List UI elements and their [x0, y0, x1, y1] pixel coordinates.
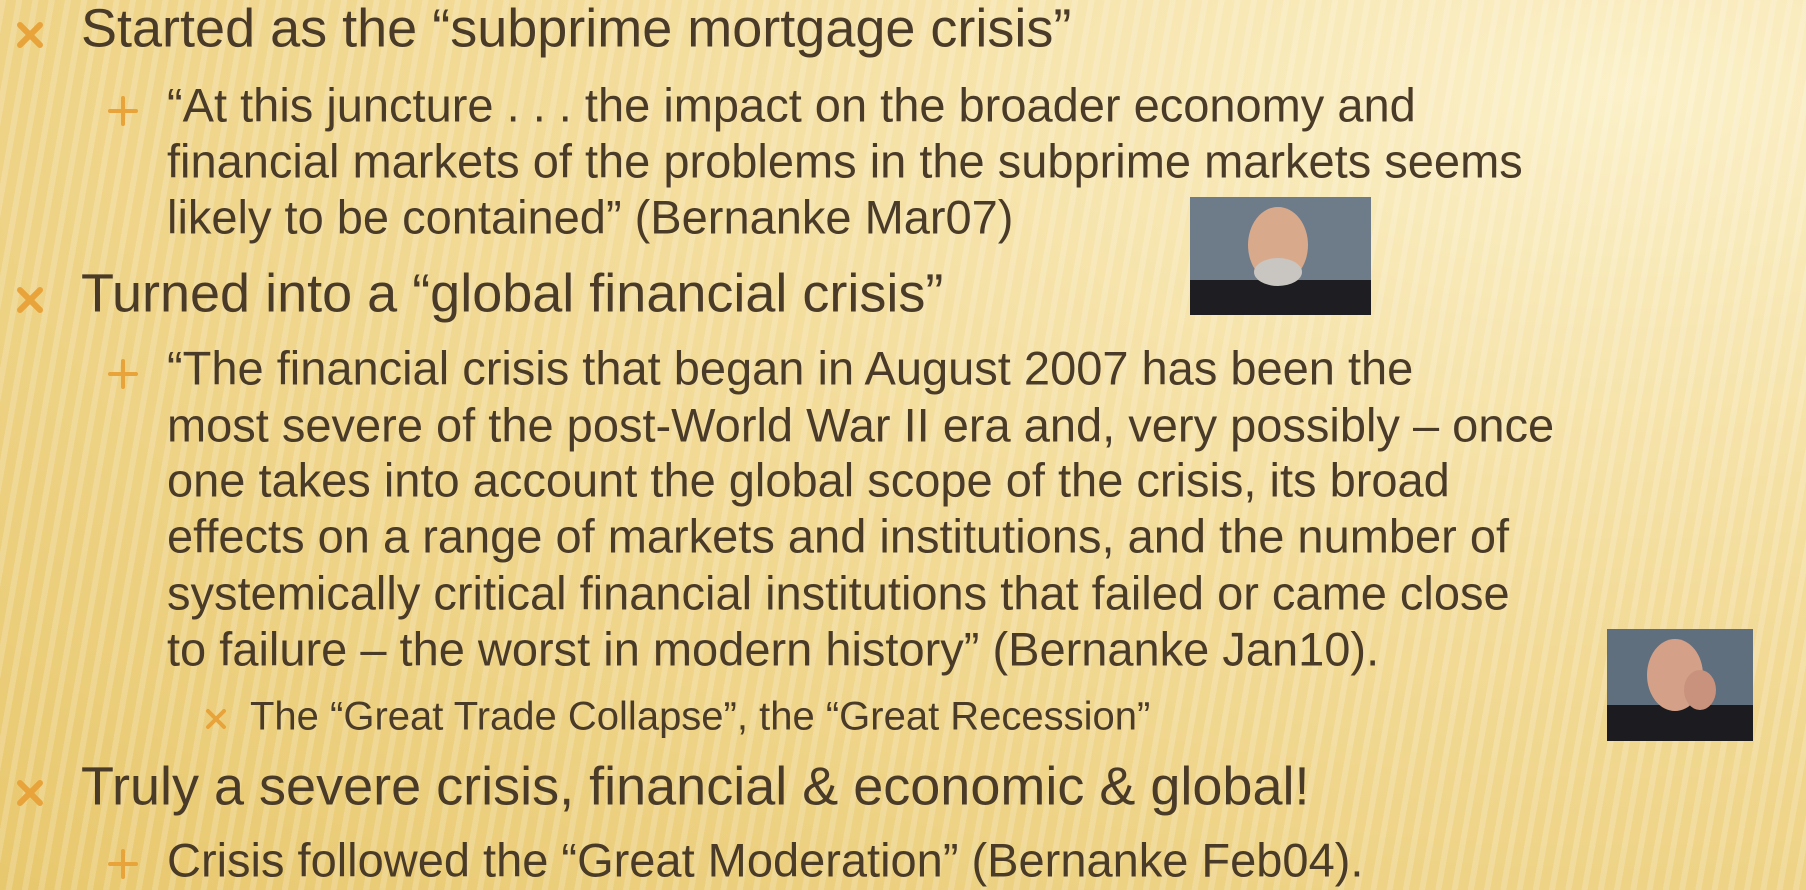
quote-line: likely to be contained” (Bernanke Mar07) — [167, 190, 1013, 243]
quote-line: financial markets of the problems in the… — [167, 134, 1523, 187]
bullet-x — [17, 22, 43, 48]
bullet-text: Truly a severe crisis, financial & econo… — [81, 756, 1310, 816]
photo — [1607, 629, 1753, 741]
photo — [1190, 197, 1371, 315]
bullet-text: Started as the “subprime mortgage crisis… — [81, 0, 1071, 58]
sub-bullet-text: The “Great Trade Collapse”, the “Great R… — [250, 695, 1150, 739]
bullet-plus — [108, 359, 138, 389]
bullet-x — [17, 780, 43, 806]
quote-line: one takes into account the global scope … — [167, 453, 1450, 506]
bullet-x — [17, 287, 43, 313]
bullet-plus — [108, 96, 138, 126]
quote-line: systemically critical financial institut… — [167, 566, 1510, 619]
quote-line: most severe of the post-World War II era… — [167, 398, 1554, 451]
quote-line: to failure – the worst in modern history… — [167, 622, 1379, 675]
quote-line: effects on a range of markets and instit… — [167, 509, 1510, 562]
quote-line: “The financial crisis that began in Augu… — [167, 341, 1413, 394]
bullet-text: Turned into a “global financial crisis” — [81, 263, 943, 323]
bullet-x-small — [206, 709, 226, 729]
bullet-plus — [108, 849, 138, 879]
quote-line: Crisis followed the “Great Moderation” (… — [167, 833, 1363, 886]
quote-line: “At this juncture . . . the impact on th… — [167, 78, 1416, 131]
